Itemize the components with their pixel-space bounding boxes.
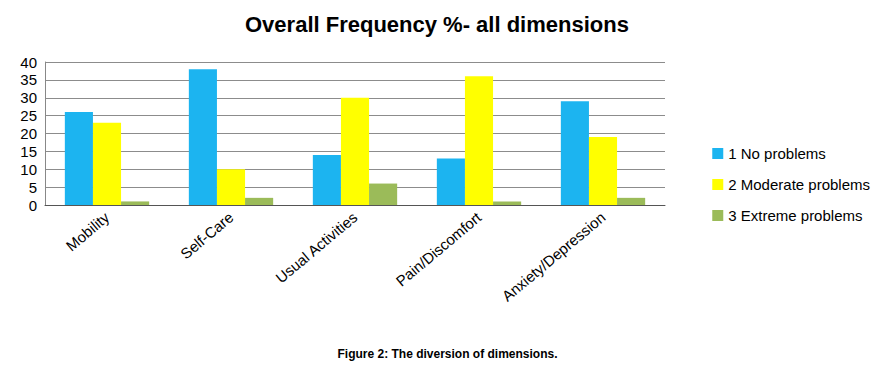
svg-text:30: 30 [20, 89, 37, 106]
svg-text:0: 0 [29, 197, 37, 214]
svg-text:2 Moderate problems: 2 Moderate problems [728, 176, 870, 193]
svg-text:1 No problems: 1 No problems [728, 145, 826, 162]
svg-text:Usual Activities: Usual Activities [272, 208, 360, 286]
svg-text:15: 15 [20, 143, 37, 160]
svg-text:35: 35 [20, 71, 37, 88]
svg-text:Anxiety/Depression: Anxiety/Depression [499, 208, 609, 304]
svg-text:25: 25 [20, 107, 37, 124]
svg-text:Pain/Discomfort: Pain/Discomfort [392, 208, 485, 290]
svg-text:3 Extreme problems: 3 Extreme problems [728, 207, 862, 224]
svg-text:40: 40 [20, 54, 37, 71]
svg-text:10: 10 [20, 161, 37, 178]
svg-text:Figure 2:: Figure 2: [337, 347, 388, 361]
svg-text:The diversion of dimensions.: The diversion of dimensions. [388, 347, 557, 361]
svg-text:Self-Care: Self-Care [177, 208, 236, 262]
svg-text:20: 20 [20, 125, 37, 142]
svg-text:Overall Frequency %- all dimen: Overall Frequency %- all dimensions [245, 12, 629, 37]
svg-text:Mobility: Mobility [63, 208, 113, 254]
svg-text:5: 5 [29, 179, 37, 196]
